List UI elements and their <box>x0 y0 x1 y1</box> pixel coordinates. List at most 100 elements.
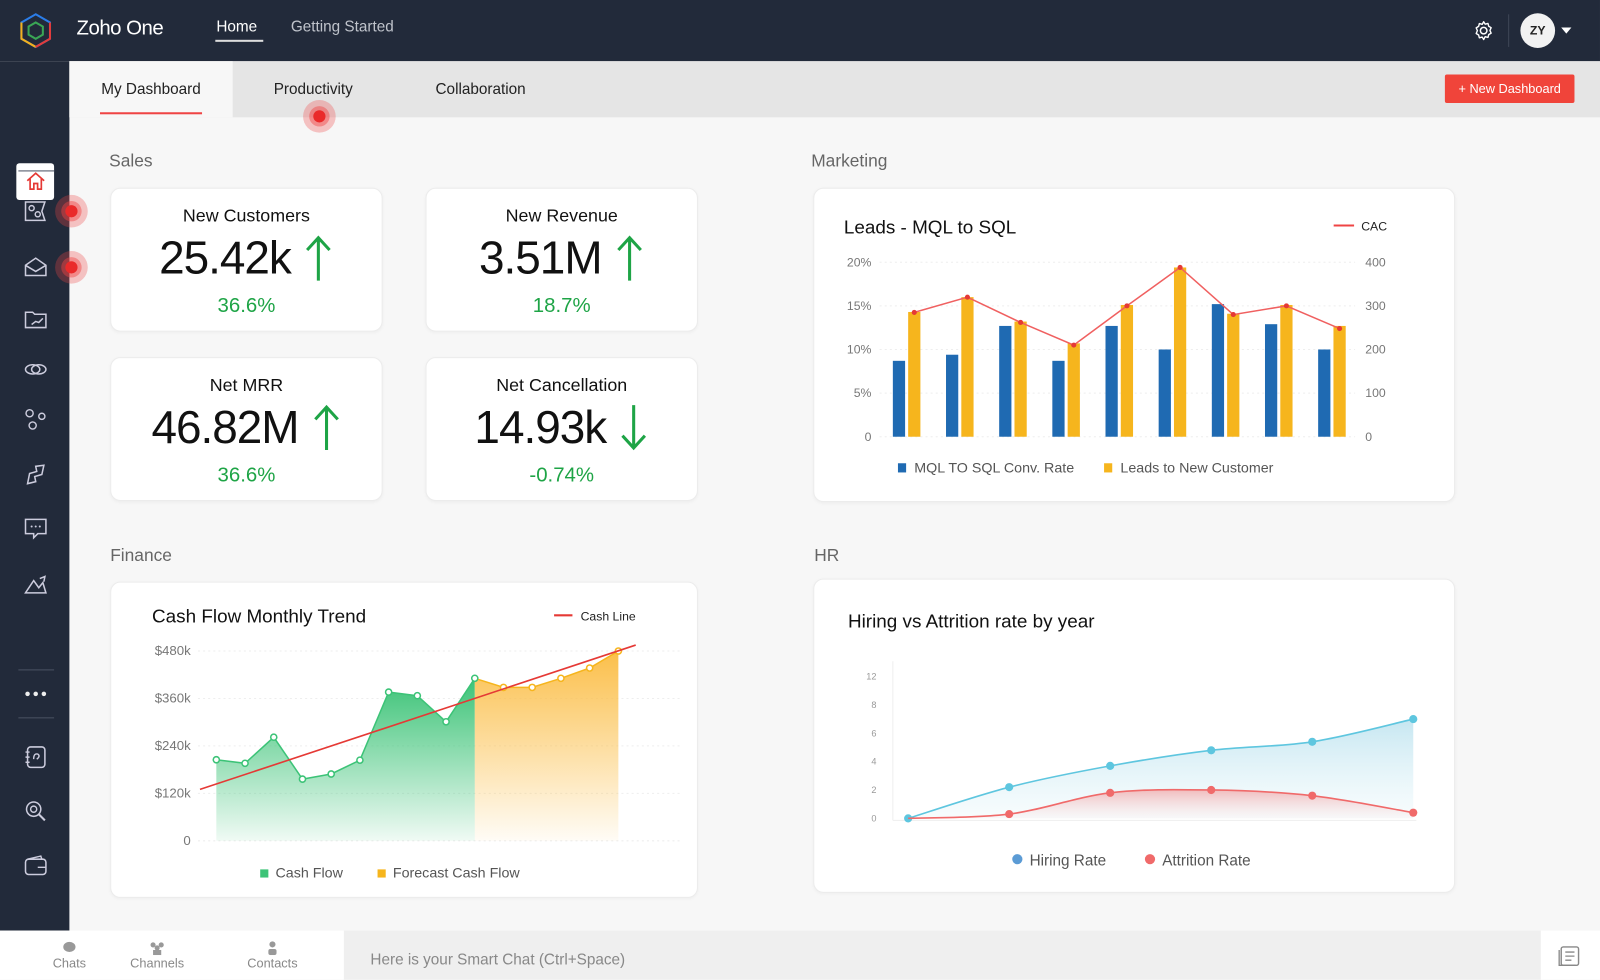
y-left-tick-label: 20% <box>847 255 872 269</box>
chats-label: Chats <box>52 956 87 971</box>
nav-getting-started[interactable]: Getting Started <box>290 18 394 36</box>
sidebar-item-links[interactable] <box>22 356 49 383</box>
cash-flow-point <box>269 733 278 742</box>
legend-hiring-label: Hiring Rate <box>1030 852 1107 869</box>
y-right-tick-label: 100 <box>1365 386 1386 400</box>
cac-point <box>1124 303 1130 309</box>
sidebar-item-wallet[interactable] <box>22 853 49 880</box>
forecast-line <box>474 650 619 689</box>
cash-flow-point <box>442 717 450 726</box>
cac-point <box>1177 264 1183 271</box>
sidebar-item-home[interactable] <box>16 163 55 200</box>
kpi-card-net-cancellation[interactable]: Net Cancellation 14.93k -0.74% <box>425 357 698 502</box>
gear-icon[interactable] <box>1472 19 1494 41</box>
hiring-rate-point <box>1106 761 1115 770</box>
group-icon <box>150 942 164 956</box>
cac-point <box>1018 319 1024 325</box>
divider <box>1508 14 1510 47</box>
legend-leads-swatch <box>1104 463 1113 473</box>
y-left-tick-label: 15% <box>847 299 872 313</box>
bar-leads-customer <box>1280 304 1293 437</box>
sidebar-item-flow[interactable] <box>22 406 49 433</box>
cash-flow-area <box>216 678 475 841</box>
attrition-rate-area <box>908 789 1414 819</box>
attrition-rate-point <box>1409 808 1418 817</box>
kpi-card-new-revenue[interactable]: New Revenue 3.51M 18.7% <box>425 187 698 332</box>
bar-leads-customer <box>1014 321 1027 437</box>
chart-title: Leads - MQL to SQL <box>843 216 1017 238</box>
y-tick-label: 6 <box>871 728 876 738</box>
legend-mql-label: MQL TO SQL Conv. Rate <box>914 460 1074 476</box>
bar-mql-sql <box>1318 349 1331 437</box>
legend-cac-label: CAC <box>1361 220 1387 234</box>
bar-leads-customer <box>1120 304 1134 437</box>
y-left-tick-label: 0 <box>865 430 872 444</box>
channels-button[interactable]: Channels <box>127 941 188 970</box>
sidebar-more[interactable] <box>22 681 49 708</box>
y-tick-label: 2 <box>871 785 876 795</box>
zoho-one-logo-icon[interactable] <box>18 12 53 49</box>
hiring-rate-line <box>907 718 1414 820</box>
y-right-tick-label: 0 <box>1365 430 1372 444</box>
hotspot-indicator[interactable] <box>303 99 336 133</box>
new-dashboard-button[interactable]: + New Dashboard <box>1444 74 1575 104</box>
y-left-tick-label: 5% <box>854 386 872 400</box>
contacts-label: Contacts <box>247 956 298 971</box>
tab-collaboration[interactable]: Collaboration <box>435 80 526 98</box>
sidebar-item-analytics[interactable] <box>22 571 49 598</box>
sidebar-item-search[interactable] <box>22 798 49 825</box>
y-right-tick-label: 200 <box>1365 343 1386 357</box>
cash-trend-line <box>199 644 636 791</box>
hotspot-indicator[interactable] <box>55 251 88 284</box>
marketing-chart-card: Leads - MQL to SQL CAC MQL TO SQL Conv. … <box>813 187 1456 503</box>
bar-mql-sql <box>1264 324 1278 437</box>
hotspot-indicator[interactable] <box>55 194 88 228</box>
sidebar-item-reports[interactable] <box>22 198 49 225</box>
arrow-down-icon <box>621 405 647 451</box>
nav-home[interactable]: Home <box>216 18 258 36</box>
top-bar: Zoho One Home Getting Started ZY <box>0 0 1600 62</box>
app-title: Zoho One <box>76 17 164 40</box>
contacts-button[interactable]: Contacts <box>242 941 303 971</box>
kpi-value: 14.93k <box>474 401 607 454</box>
sidebar-item-notebook[interactable] <box>22 744 49 771</box>
bar-leads-customer <box>1173 267 1187 437</box>
tab-my-dashboard[interactable]: My Dashboard <box>69 61 233 118</box>
chat-icon <box>24 518 47 540</box>
legend-leads-label: Leads to New Customer <box>1120 460 1273 476</box>
divider <box>18 170 55 172</box>
y-tick-label: 8 <box>871 700 876 710</box>
cash-flow-point <box>327 770 336 778</box>
arrow-up-icon <box>313 404 339 450</box>
forecast-point <box>557 674 565 683</box>
chats-button[interactable]: Chats <box>39 941 100 971</box>
y-tick-label: $240k <box>155 738 191 753</box>
kpi-title: Net Cancellation <box>496 374 628 395</box>
cac-point <box>1230 312 1236 318</box>
kpi-value: 25.42k <box>159 231 292 284</box>
more-icon <box>25 691 47 697</box>
cac-point <box>1337 325 1343 332</box>
sidebar-item-sign[interactable] <box>22 461 49 488</box>
sidebar-item-files[interactable] <box>22 306 49 333</box>
avatar[interactable]: ZY <box>1520 13 1556 48</box>
cash-flow-point <box>212 755 221 764</box>
chevron-down-icon[interactable] <box>1561 27 1572 34</box>
bar-leads-customer <box>961 297 974 437</box>
kpi-card-net-mrr[interactable]: Net MRR 46.82M 36.6% <box>110 357 383 502</box>
cash-flow-point <box>413 691 422 700</box>
sidebar-item-chat[interactable] <box>22 515 49 542</box>
bar-mql-sql <box>999 325 1012 437</box>
sign-icon <box>26 464 45 485</box>
smart-chat-input[interactable]: Here is your Smart Chat (Ctrl+Space) <box>370 951 626 969</box>
bar-leads-customer <box>1333 325 1346 437</box>
home-icon <box>26 172 45 190</box>
kpi-card-new-customers[interactable]: New Customers 25.42k 36.6% <box>110 187 383 332</box>
notes-icon[interactable] <box>1557 945 1581 967</box>
tab-productivity[interactable]: Productivity <box>273 80 353 98</box>
chat-bubble-icon <box>63 941 76 953</box>
chat-nav: Chats Channels Contacts <box>0 930 344 980</box>
sidebar-item-mail[interactable] <box>22 254 49 281</box>
chart-title: Hiring vs Attrition rate by year <box>847 610 1095 632</box>
